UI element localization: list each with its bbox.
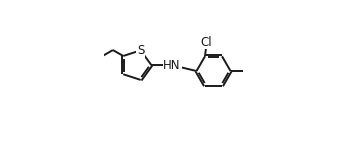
Text: Cl: Cl (201, 36, 212, 49)
Text: S: S (137, 44, 144, 57)
Text: HN: HN (163, 59, 181, 72)
